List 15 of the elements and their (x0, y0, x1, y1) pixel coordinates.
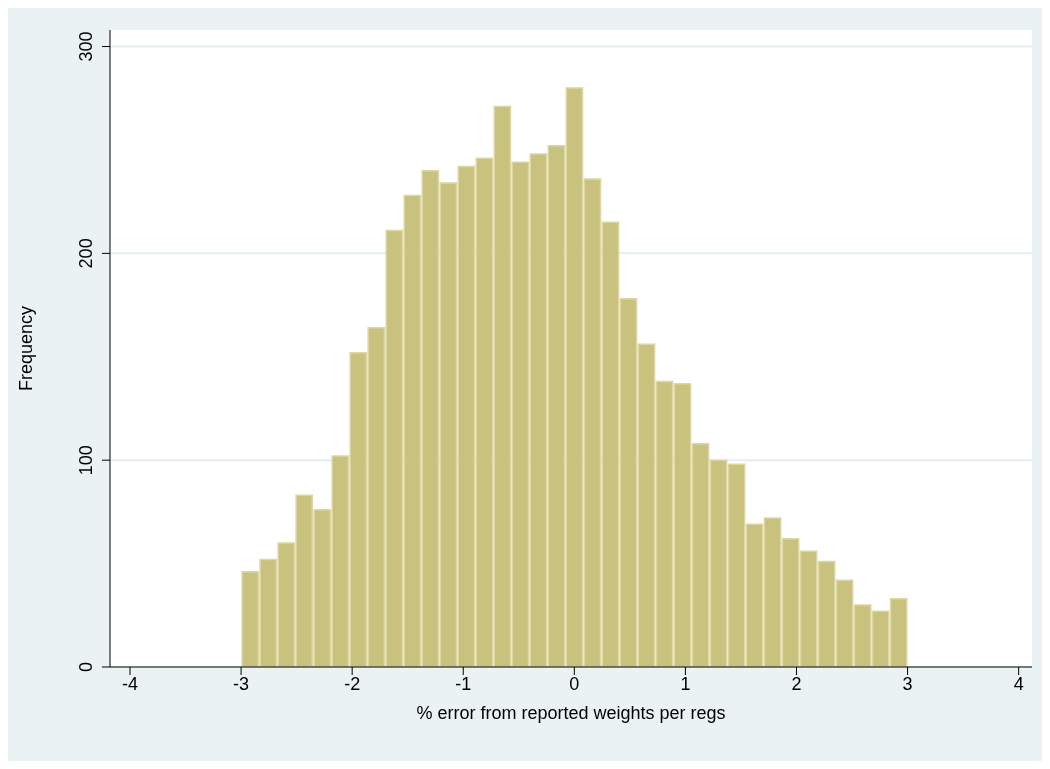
x-tick-label: -3 (233, 673, 250, 694)
x-axis-title: % error from reported weights per regs (416, 703, 726, 723)
y-axis-title: Frequency (16, 305, 37, 392)
x-tick-label: 1 (680, 673, 691, 694)
x-tick-label: 4 (1013, 673, 1024, 694)
x-tick-label: -2 (344, 673, 361, 694)
x-tick-label: -4 (121, 673, 138, 694)
x-tick-label: 2 (791, 673, 802, 694)
y-tick-label: 300 (76, 31, 96, 62)
y-tick-label: 200 (76, 238, 96, 269)
x-tick-label: -1 (455, 673, 472, 694)
y-tick-label: 100 (76, 445, 96, 476)
x-tick-label: 3 (902, 673, 913, 694)
y-tick-label: 0 (76, 661, 96, 673)
x-tick-label: 0 (569, 673, 580, 694)
